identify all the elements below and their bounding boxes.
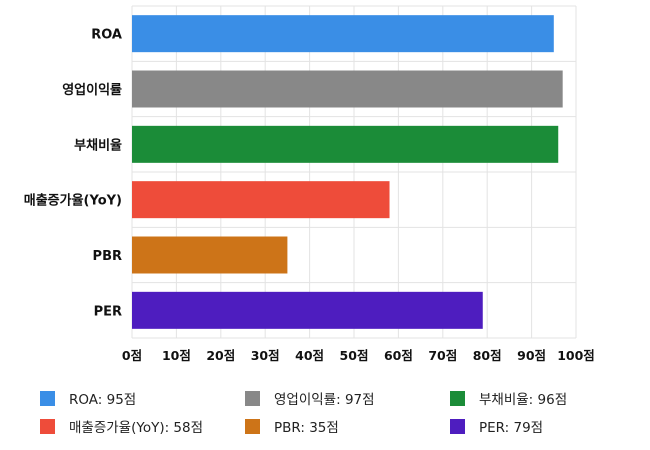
bar bbox=[132, 236, 288, 274]
legend-swatch bbox=[40, 390, 55, 406]
x-tick-label: 100점 bbox=[557, 348, 595, 363]
legend-item-per: PER: 79점 bbox=[450, 416, 543, 436]
bar bbox=[132, 181, 390, 219]
legend-swatch bbox=[40, 418, 55, 434]
category-label: PER bbox=[94, 304, 122, 319]
bar bbox=[132, 70, 563, 108]
x-tick-label: 60점 bbox=[384, 348, 413, 363]
x-tick-label: 40점 bbox=[295, 348, 324, 363]
bar bbox=[132, 125, 559, 163]
legend-item-debt-ratio: 부채비율: 96점 bbox=[450, 388, 567, 408]
grid-lines bbox=[131, 5, 577, 339]
bars bbox=[132, 15, 563, 329]
x-tick-label: 0점 bbox=[122, 348, 142, 363]
legend-swatch bbox=[450, 390, 465, 406]
legend-label: 매출증가율(YoY): 58점 bbox=[69, 420, 204, 436]
x-tick-label: 30점 bbox=[251, 348, 280, 363]
x-tick-label: 70점 bbox=[428, 348, 457, 363]
legend-label: PER: 79점 bbox=[479, 420, 544, 436]
x-tick-label: 50점 bbox=[340, 348, 369, 363]
legend-item-pbr: PBR: 35점 bbox=[245, 416, 339, 436]
x-tick-label: 20점 bbox=[206, 348, 235, 363]
legend-item-sales-growth: 매출증가율(YoY): 58점 bbox=[40, 416, 203, 436]
legend-item-roa: ROA: 95점 bbox=[40, 388, 136, 408]
category-label: PBR bbox=[93, 249, 122, 264]
category-label: 매출증가율(YoY) bbox=[24, 193, 122, 209]
x-tick-labels: 0점 10점 20점 30점 40점 50점 60점 70점 80점 90점 100점 bbox=[122, 348, 595, 363]
bar bbox=[132, 15, 554, 53]
bar bbox=[132, 291, 483, 329]
category-label: 영업이익률 bbox=[62, 82, 122, 98]
category-label: 부채비율 bbox=[74, 137, 122, 153]
legend-label: ROA: 95점 bbox=[69, 392, 137, 408]
legend-label: 영업이익률: 97점 bbox=[274, 392, 375, 408]
legend-label: 부채비율: 96점 bbox=[479, 392, 568, 408]
legend-label: PBR: 35점 bbox=[274, 420, 339, 436]
x-tick-label: 80점 bbox=[473, 348, 502, 363]
legend-swatch bbox=[450, 418, 465, 434]
x-tick-label: 10점 bbox=[162, 348, 191, 363]
legend-item-operating-margin: 영업이익률: 97점 bbox=[245, 388, 375, 408]
category-label: ROA bbox=[91, 28, 122, 43]
legend-swatch bbox=[245, 390, 260, 406]
legend-swatch bbox=[245, 418, 260, 434]
x-tick-label: 90점 bbox=[517, 348, 546, 363]
